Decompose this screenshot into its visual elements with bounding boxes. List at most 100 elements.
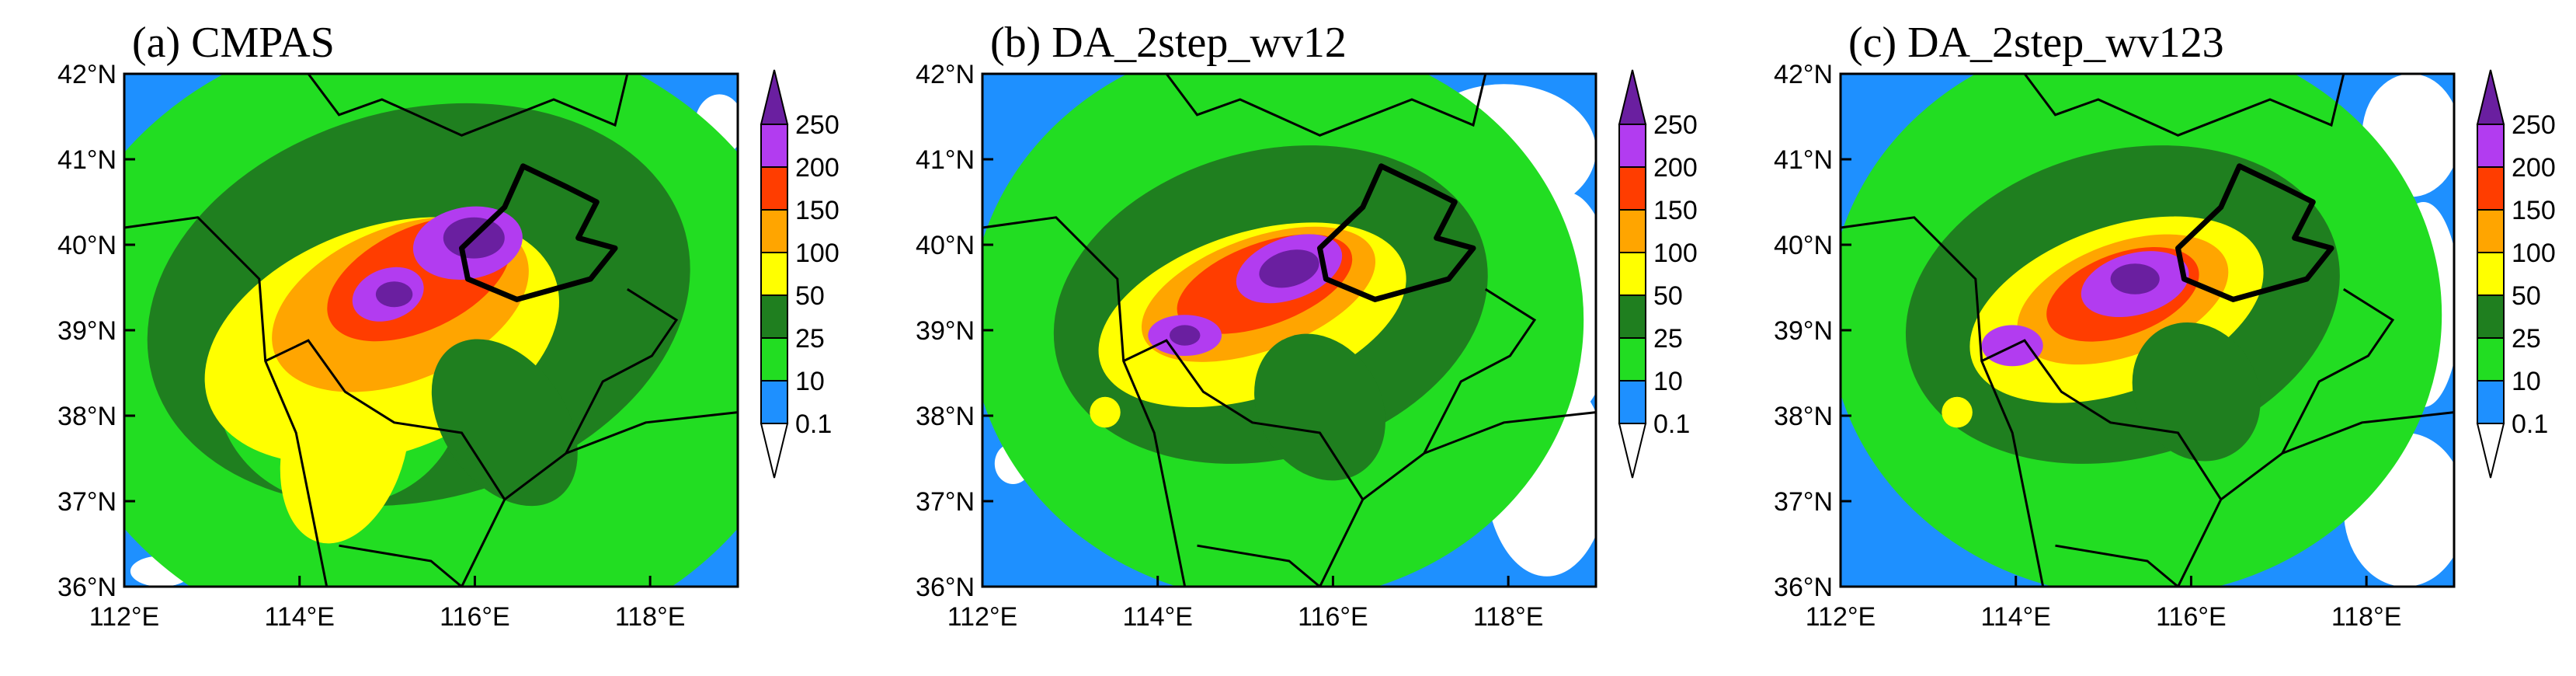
colorbar-swatch (2477, 380, 2505, 424)
colorbar-lower-triangle (760, 423, 789, 479)
x-tick-label: 116°E (440, 602, 509, 632)
x-tick-label: 114°E (1980, 602, 2050, 632)
colorbar-swatch (760, 252, 788, 296)
colorbar-label: 25 (2512, 324, 2541, 354)
y-tick-label: 37°N (916, 487, 975, 517)
colorbar-upper-triangle (2476, 69, 2505, 125)
rainfall-contour (1254, 333, 1385, 481)
rainfall-contour (1169, 325, 1201, 346)
province-boundary (2023, 74, 2345, 137)
x-tick-label: 118°E (615, 602, 685, 632)
colorbar-label: 100 (1653, 239, 1698, 268)
colorbar-swatch (2477, 209, 2505, 253)
colorbar-swatch (2477, 166, 2505, 211)
colorbar-label: 0.1 (795, 409, 832, 439)
colorbar-label: 50 (2512, 281, 2541, 311)
colorbar-swatch (1618, 252, 1646, 296)
rainfall-contour (431, 339, 578, 507)
rainfall-contour (1942, 396, 1973, 428)
rainfall-contour (375, 281, 413, 308)
province-boundary (1197, 544, 1321, 587)
colorbar-swatch (1618, 166, 1646, 211)
panel-title: (a) CMPAS (132, 19, 335, 67)
colorbar: 0.1 10 25 50 100 150 200 250 (760, 69, 840, 479)
province-boundary (1981, 339, 2223, 500)
x-tick-label: 116°E (2156, 602, 2226, 632)
colorbar-swatch (1618, 124, 1646, 168)
province-boundary (1423, 287, 1537, 455)
y-tick-label: 37°N (57, 487, 116, 517)
panel-title: (c) DA_2step_wv123 (1848, 19, 2224, 67)
rainfall-field (982, 74, 1596, 587)
province-boundary (1165, 74, 1487, 137)
colorbar-lower-triangle (1618, 423, 1647, 479)
colorbar-label: 10 (2512, 367, 2541, 396)
y-tick-label: 38°N (57, 402, 116, 431)
x-tick-label: 112°E (89, 602, 159, 632)
y-tick-label: 39°N (1774, 316, 1833, 346)
rainfall-field (124, 74, 738, 587)
y-tick-label: 42°N (57, 60, 116, 89)
rainfall-contour (1090, 396, 1121, 428)
y-tick-label: 39°N (916, 316, 975, 346)
y-tick-label: 42°N (1774, 60, 1833, 89)
y-tick-label: 39°N (57, 316, 116, 346)
map-panel-1: (a) CMPAS 112°E 114°E 116°E 118°E 36°N 37°N 38°… (57, 19, 840, 632)
panel-title: (b) DA_2step_wv12 (990, 19, 1347, 67)
colorbar-upper-triangle (760, 69, 789, 125)
rainfall-contour (1259, 249, 1319, 288)
colorbar-label: 25 (1653, 324, 1683, 354)
beijing-boundary (1317, 163, 1476, 302)
y-tick-label: 42°N (916, 60, 975, 89)
map-panel-2: (b) DA_2step_wv12 112°E 114°E 116°E 118°E 36°… (916, 19, 1698, 632)
colorbar-label: 200 (1653, 153, 1698, 183)
colorbar-swatch (1618, 294, 1646, 339)
rainfall-field (1841, 74, 2454, 587)
colorbar-swatch (760, 166, 788, 211)
colorbar-label: 200 (795, 153, 840, 183)
colorbar-label: 150 (2512, 196, 2556, 225)
y-tick-label: 38°N (1774, 402, 1833, 431)
x-tick-label: 114°E (264, 602, 334, 632)
colorbar-label: 200 (2512, 153, 2556, 183)
y-tick-label: 36°N (57, 573, 116, 602)
y-tick-label: 38°N (916, 402, 975, 431)
colorbar-label: 250 (1653, 110, 1698, 140)
colorbar-swatch (2477, 252, 2505, 296)
province-boundary (2055, 544, 2179, 587)
colorbar: 0.1 10 25 50 100 150 200 250 (2476, 69, 2556, 479)
colorbar-label: 25 (795, 324, 825, 354)
province-boundary (265, 339, 506, 500)
colorbar-swatch (2477, 294, 2505, 339)
y-tick-label: 41°N (916, 145, 975, 175)
y-tick-label: 37°N (1774, 487, 1833, 517)
y-tick-label: 40°N (916, 231, 975, 260)
colorbar-label: 150 (1653, 196, 1698, 225)
x-tick-label: 112°E (947, 602, 1017, 632)
y-tick-label: 40°N (1774, 231, 1833, 260)
rainfall-contour (2132, 322, 2261, 462)
y-tick-label: 41°N (1774, 145, 1833, 175)
colorbar-label: 10 (1653, 367, 1683, 396)
colorbar-swatch (1618, 209, 1646, 253)
beijing-boundary (459, 163, 618, 302)
x-tick-label: 118°E (1473, 602, 1543, 632)
colorbar-swatch (1618, 380, 1646, 424)
colorbar-label: 0.1 (2512, 409, 2548, 439)
colorbar: 0.1 10 25 50 100 150 200 250 (1618, 69, 1698, 479)
colorbar-label: 50 (1653, 281, 1683, 311)
colorbar-swatch (1618, 337, 1646, 382)
colorbar-label: 100 (2512, 239, 2556, 268)
y-tick-label: 36°N (1774, 573, 1833, 602)
colorbar-label: 250 (795, 110, 840, 140)
colorbar-swatch (760, 337, 788, 382)
province-boundary (565, 287, 679, 455)
colorbar-label: 150 (795, 196, 840, 225)
colorbar-swatch (760, 209, 788, 253)
province-boundary (307, 74, 629, 137)
colorbar-upper-triangle (1618, 69, 1647, 125)
colorbar-label: 10 (795, 367, 825, 396)
y-tick-label: 40°N (57, 231, 116, 260)
x-tick-label: 116°E (1298, 602, 1368, 632)
